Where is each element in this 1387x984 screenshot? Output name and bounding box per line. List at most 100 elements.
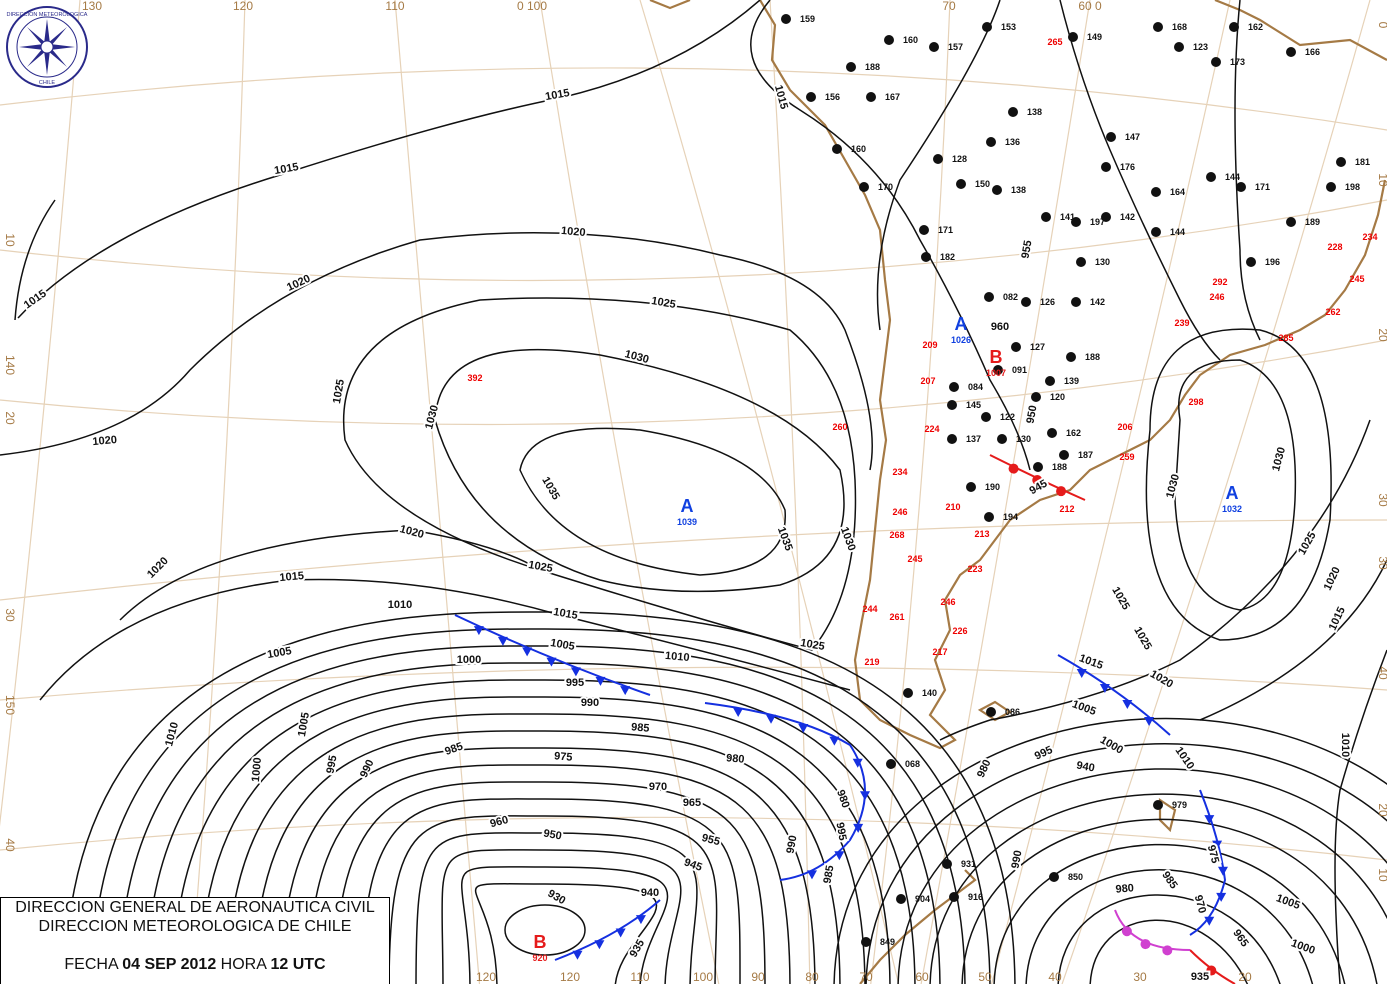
isobar [119,529,541,621]
graticule-line [0,816,1387,861]
isobar-label: 930 [546,888,568,908]
pressure-center-value: 920 [532,953,547,963]
station-pressure: 160 [903,35,918,45]
date-label: FECHA [64,956,118,973]
station-pressure: 156 [825,92,840,102]
isobar-label: 1010 [163,721,181,748]
station-pressure: 171 [938,225,953,235]
station-marker [981,412,991,422]
isobar [441,849,682,984]
isobar [993,843,1346,984]
station-marker [997,434,1007,444]
station-marker [1174,42,1184,52]
isobar-label: 985 [1159,869,1179,891]
isobar-label: 1005 [1070,698,1097,718]
graticule-label-top: 110 [385,0,404,13]
station-pressure: 188 [1085,352,1100,362]
graticule-label-right: 20 [1376,803,1387,817]
station-pressure-red: 226 [952,626,967,636]
date-value: 04 SEP 2012 [122,956,217,973]
cold-front [704,702,866,881]
front-triangle [766,714,777,724]
isobar [1089,919,1248,984]
isobar [145,662,941,984]
isobar-label: 970 [1192,894,1208,915]
graticule-line [990,0,1231,984]
station-pressure-red: 228 [1327,242,1342,252]
isobar [0,232,873,471]
cold-front [1057,654,1171,736]
isobar-label: 965 [1230,927,1250,949]
graticule-label-top: 60 0 [1078,0,1102,13]
front-triangle [1076,669,1087,679]
graticule-label-top: 130 [82,0,102,13]
graticule-label-top: 120 [233,0,253,13]
station-pressure: 979 [1172,800,1187,810]
isobar-label: 1015 [279,570,304,584]
isobar-label: 1015 [772,84,790,111]
isobar [118,645,966,984]
station-pressure: 188 [865,62,880,72]
isobar [199,696,891,984]
graticule-label-bottom: 50 [978,970,992,984]
isobar [1199,559,1387,721]
station-pressure: 160 [851,144,866,154]
isobar-label: 1020 [145,555,171,581]
station-marker [982,22,992,32]
station-pressure-red: 210 [945,502,960,512]
station-marker [1336,157,1346,167]
graticule-line [0,199,1387,282]
station-pressure: 850 [1068,872,1083,882]
isobar-label: 1030 [423,404,441,431]
station-pressure-red: 246 [940,597,955,607]
coastline-segment [649,0,691,10]
station-marker [861,937,871,947]
station-marker [781,14,791,24]
pressure-center-value: 1007 [986,368,1006,378]
station-marker [947,434,957,444]
station-pressure: 198 [1345,182,1360,192]
isobar-label: 945 [1028,478,1050,498]
station-marker [896,894,906,904]
station-marker [1068,32,1078,42]
isobar-label: 1015 [273,161,299,177]
isobar-label: 1010 [388,599,412,611]
station-pressure: 120 [1050,392,1065,402]
isobar-label: 1025 [1131,625,1154,652]
station-pressure: 139 [1064,376,1079,386]
low-pressure-center: B [534,932,547,952]
graticule-label-right: 30 [1376,556,1387,570]
graticule-label-right: 40 [1376,666,1387,680]
front-triangle [1216,892,1227,902]
station-pressure-red: 239 [1174,318,1189,328]
station-pressure: 166 [1305,47,1320,57]
isobar [876,0,1001,331]
logo-top-text: DIRECCION METEOROLOGICA [7,12,88,18]
isobar-label: 990 [581,697,599,709]
title-line-1: DIRECCION GENERAL DE AERONAUTICA CIVIL [15,899,375,916]
station-marker [966,482,976,492]
isobar-label: 1020 [1322,565,1343,592]
fronts [454,454,1236,984]
station-pressure: 190 [985,482,1000,492]
isobar-label: 1000 [250,757,264,782]
station-marker [884,35,894,45]
isobar-label: 1005 [1274,892,1301,912]
station-pressure-red: 298 [1188,397,1203,407]
front-triangle [1217,866,1228,876]
isobar-label: 960 [991,321,1009,333]
station-pressure: 164 [1170,187,1185,197]
isobar-label: 1035 [539,475,562,502]
station-pressure-red: 259 [1119,452,1134,462]
front-triangle [1122,700,1133,710]
station-pressure: 181 [1355,157,1370,167]
station-pressure: 144 [1225,172,1240,182]
graticule-line [920,0,1091,984]
station-marker [1229,22,1239,32]
graticule-label-bottom: 30 [1133,970,1147,984]
isobar-label: 1025 [527,559,553,575]
front-semicircle [1008,463,1019,474]
front-triangle [806,870,817,880]
isobar [474,883,658,984]
station-pressure-red: 246 [1209,292,1224,302]
